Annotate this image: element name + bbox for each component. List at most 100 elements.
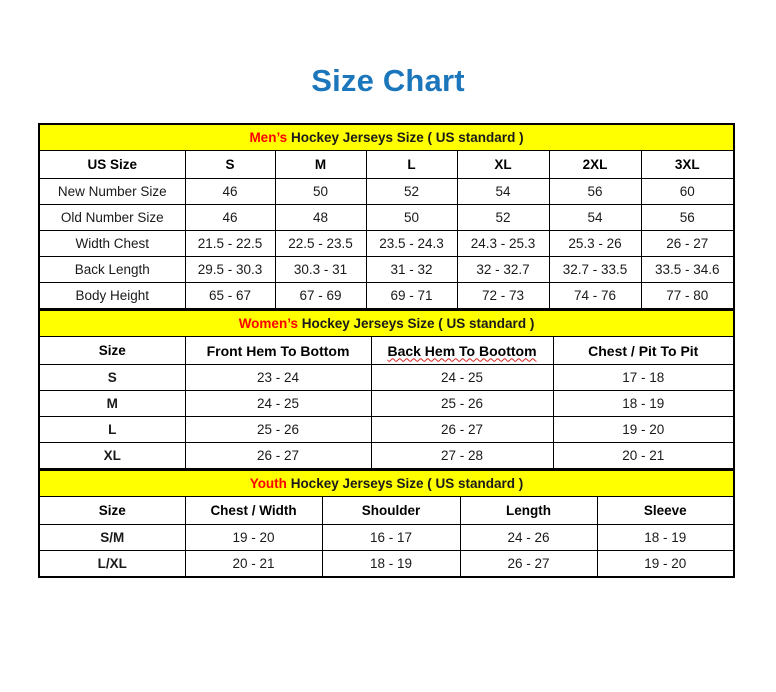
mens-cell-3-1: 30.3 - 31 [274, 256, 367, 283]
youth-banner-rest: Hockey Jerseys Size ( US standard ) [286, 476, 524, 491]
table-row: Body Height 65 - 67 67 - 69 69 - 71 72 -… [38, 282, 735, 310]
mens-cell-1-5: 56 [640, 204, 735, 231]
mens-banner-accent: Men’s [249, 130, 288, 145]
youth-cell-0-2: 24 - 26 [459, 524, 598, 551]
womens-banner-accent: Women’s [238, 316, 298, 331]
mens-row-label-1: Old Number Size [38, 204, 186, 231]
table-row: S 23 - 24 24 - 25 17 - 18 [38, 364, 735, 391]
womens-cell-1-0: 24 - 25 [184, 390, 372, 417]
womens-row-label-2: L [38, 416, 186, 443]
mens-cell-0-5: 60 [640, 178, 735, 205]
mens-row-label-0: New Number Size [38, 178, 186, 205]
table-row: L 25 - 26 26 - 27 19 - 20 [38, 416, 735, 443]
mens-col-3xl: 3XL [640, 150, 735, 179]
mens-col-xl: XL [456, 150, 550, 179]
womens-row-label-0: S [38, 364, 186, 391]
mens-row-label-3: Back Length [38, 256, 186, 283]
youth-col-length: Length [459, 496, 598, 525]
mens-cell-4-5: 77 - 80 [640, 282, 735, 310]
youth-cell-0-3: 18 - 19 [596, 524, 735, 551]
size-chart-tables: Men’s Hockey Jerseys Size ( US standard … [38, 123, 736, 578]
womens-cell-3-2: 20 - 21 [552, 442, 735, 470]
mens-banner-rest: Hockey Jerseys Size ( US standard ) [287, 130, 524, 145]
womens-banner-rest: Hockey Jerseys Size ( US standard ) [297, 316, 535, 331]
womens-cell-3-0: 26 - 27 [184, 442, 372, 470]
womens-cell-2-2: 19 - 20 [552, 416, 735, 443]
mens-cell-1-2: 50 [365, 204, 458, 231]
mens-cell-3-3: 32 - 32.7 [456, 256, 550, 283]
youth-col-size: Size [38, 496, 186, 525]
table-row: M 24 - 25 25 - 26 18 - 19 [38, 390, 735, 417]
table-row: Back Length 29.5 - 30.3 30.3 - 31 31 - 3… [38, 256, 735, 283]
mens-banner-row: Men’s Hockey Jerseys Size ( US standard … [38, 123, 735, 151]
womens-cell-0-2: 17 - 18 [552, 364, 735, 391]
table-row: Old Number Size 46 48 50 52 54 56 [38, 204, 735, 231]
womens-section-banner: Women’s Hockey Jerseys Size ( US standar… [38, 310, 735, 337]
table-row: New Number Size 46 50 52 54 56 60 [38, 178, 735, 205]
youth-cell-1-3: 19 - 20 [596, 550, 735, 578]
mens-cell-2-4: 25.3 - 26 [548, 230, 642, 257]
mens-size-table: Men’s Hockey Jerseys Size ( US standard … [38, 123, 736, 310]
mens-cell-1-1: 48 [274, 204, 367, 231]
youth-cell-1-1: 18 - 19 [321, 550, 461, 578]
womens-cell-1-1: 25 - 26 [370, 390, 554, 417]
womens-cell-3-1: 27 - 28 [370, 442, 554, 470]
womens-cell-0-0: 23 - 24 [184, 364, 372, 391]
youth-banner-accent: Youth [249, 476, 287, 491]
mens-cell-4-1: 67 - 69 [274, 282, 367, 310]
mens-col-us-size: US Size [38, 150, 186, 179]
mens-cell-2-5: 26 - 27 [640, 230, 735, 257]
mens-cell-1-4: 54 [548, 204, 642, 231]
youth-row-label-0: S/M [38, 524, 186, 551]
mens-cell-2-1: 22.5 - 23.5 [274, 230, 367, 257]
mens-cell-2-2: 23.5 - 24.3 [365, 230, 458, 257]
mens-cell-2-3: 24.3 - 25.3 [456, 230, 550, 257]
mens-cell-0-1: 50 [274, 178, 367, 205]
mens-col-2xl: 2XL [548, 150, 642, 179]
womens-row-label-3: XL [38, 442, 186, 470]
table-row: Width Chest 21.5 - 22.5 22.5 - 23.5 23.5… [38, 230, 735, 257]
mens-row-label-4: Body Height [38, 282, 186, 310]
mens-section-banner: Men’s Hockey Jerseys Size ( US standard … [38, 123, 735, 151]
mens-cell-0-2: 52 [365, 178, 458, 205]
mens-cell-0-0: 46 [184, 178, 276, 205]
youth-col-sleeve: Sleeve [596, 496, 735, 525]
womens-col-size: Size [38, 336, 186, 365]
mens-cell-1-3: 52 [456, 204, 550, 231]
mens-col-s: S [184, 150, 276, 179]
youth-cell-1-0: 20 - 21 [184, 550, 323, 578]
mens-cell-3-4: 32.7 - 33.5 [548, 256, 642, 283]
mens-cell-1-0: 46 [184, 204, 276, 231]
womens-cell-0-1: 24 - 25 [370, 364, 554, 391]
mens-cell-4-2: 69 - 71 [365, 282, 458, 310]
youth-cell-0-1: 16 - 17 [321, 524, 461, 551]
mens-cell-4-0: 65 - 67 [184, 282, 276, 310]
mens-col-m: M [274, 150, 367, 179]
womens-row-label-1: M [38, 390, 186, 417]
table-row: XL 26 - 27 27 - 28 20 - 21 [38, 442, 735, 470]
youth-section-banner: Youth Hockey Jerseys Size ( US standard … [38, 470, 735, 497]
youth-banner-row: Youth Hockey Jerseys Size ( US standard … [38, 470, 735, 497]
womens-col-chest-pit: Chest / Pit To Pit [552, 336, 735, 365]
youth-column-header-row: Size Chest / Width Shoulder Length Sleev… [38, 496, 735, 525]
mens-row-label-2: Width Chest [38, 230, 186, 257]
youth-size-table: Youth Hockey Jerseys Size ( US standard … [38, 470, 735, 578]
mens-cell-4-4: 74 - 76 [548, 282, 642, 310]
mens-cell-4-3: 72 - 73 [456, 282, 550, 310]
youth-cell-0-0: 19 - 20 [184, 524, 323, 551]
mens-cell-3-5: 33.5 - 34.6 [640, 256, 735, 283]
table-row: S/M 19 - 20 16 - 17 24 - 26 18 - 19 [38, 524, 735, 551]
page-title: Size Chart [311, 63, 465, 98]
mens-cell-0-3: 54 [456, 178, 550, 205]
womens-cell-1-2: 18 - 19 [552, 390, 735, 417]
youth-col-shoulder: Shoulder [321, 496, 461, 525]
womens-col-back-hem-text: Back Hem To Boottom [387, 342, 537, 359]
mens-col-l: L [365, 150, 458, 179]
youth-col-chest-width: Chest / Width [184, 496, 323, 525]
womens-column-header-row: Size Front Hem To Bottom Back Hem To Boo… [38, 336, 735, 365]
womens-cell-2-1: 26 - 27 [370, 416, 554, 443]
womens-col-back-hem: Back Hem To Boottom [370, 336, 554, 365]
mens-cell-2-0: 21.5 - 22.5 [184, 230, 276, 257]
mens-cell-3-0: 29.5 - 30.3 [184, 256, 276, 283]
mens-column-header-row: US Size S M L XL 2XL 3XL [38, 150, 735, 179]
